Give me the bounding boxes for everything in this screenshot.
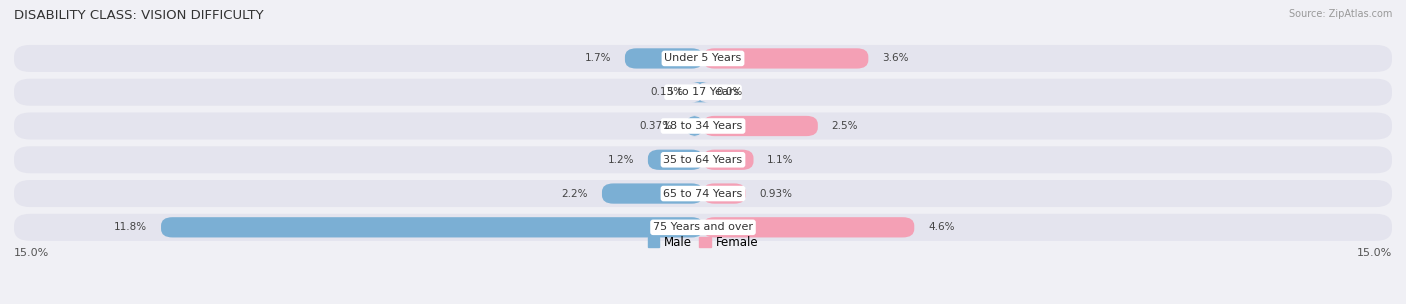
- Text: 15.0%: 15.0%: [14, 248, 49, 258]
- FancyBboxPatch shape: [14, 45, 1392, 72]
- FancyBboxPatch shape: [14, 146, 1392, 173]
- Text: 11.8%: 11.8%: [114, 222, 148, 232]
- FancyBboxPatch shape: [602, 183, 703, 204]
- Text: 18 to 34 Years: 18 to 34 Years: [664, 121, 742, 131]
- FancyBboxPatch shape: [624, 48, 703, 69]
- FancyBboxPatch shape: [692, 82, 709, 102]
- Text: 35 to 64 Years: 35 to 64 Years: [664, 155, 742, 165]
- Text: 0.0%: 0.0%: [717, 87, 742, 97]
- FancyBboxPatch shape: [14, 180, 1392, 207]
- Text: 65 to 74 Years: 65 to 74 Years: [664, 188, 742, 199]
- Text: 2.2%: 2.2%: [561, 188, 588, 199]
- Text: 5 to 17 Years: 5 to 17 Years: [666, 87, 740, 97]
- FancyBboxPatch shape: [686, 116, 703, 136]
- FancyBboxPatch shape: [648, 150, 703, 170]
- Text: 4.6%: 4.6%: [928, 222, 955, 232]
- Text: 0.13%: 0.13%: [650, 87, 683, 97]
- Text: 1.2%: 1.2%: [607, 155, 634, 165]
- FancyBboxPatch shape: [703, 183, 745, 204]
- Text: 0.37%: 0.37%: [640, 121, 672, 131]
- FancyBboxPatch shape: [162, 217, 703, 237]
- Text: 2.5%: 2.5%: [831, 121, 858, 131]
- Legend: Male, Female: Male, Female: [643, 232, 763, 254]
- FancyBboxPatch shape: [703, 48, 869, 69]
- FancyBboxPatch shape: [14, 214, 1392, 241]
- Text: 3.6%: 3.6%: [882, 54, 908, 64]
- FancyBboxPatch shape: [14, 79, 1392, 106]
- Text: 15.0%: 15.0%: [1357, 248, 1392, 258]
- Text: 1.7%: 1.7%: [585, 54, 612, 64]
- Text: Source: ZipAtlas.com: Source: ZipAtlas.com: [1288, 9, 1392, 19]
- Text: 1.1%: 1.1%: [768, 155, 794, 165]
- Text: DISABILITY CLASS: VISION DIFFICULTY: DISABILITY CLASS: VISION DIFFICULTY: [14, 9, 264, 22]
- FancyBboxPatch shape: [14, 112, 1392, 140]
- FancyBboxPatch shape: [703, 116, 818, 136]
- Text: Under 5 Years: Under 5 Years: [665, 54, 741, 64]
- Text: 0.93%: 0.93%: [759, 188, 793, 199]
- FancyBboxPatch shape: [703, 217, 914, 237]
- FancyBboxPatch shape: [703, 150, 754, 170]
- Text: 75 Years and over: 75 Years and over: [652, 222, 754, 232]
